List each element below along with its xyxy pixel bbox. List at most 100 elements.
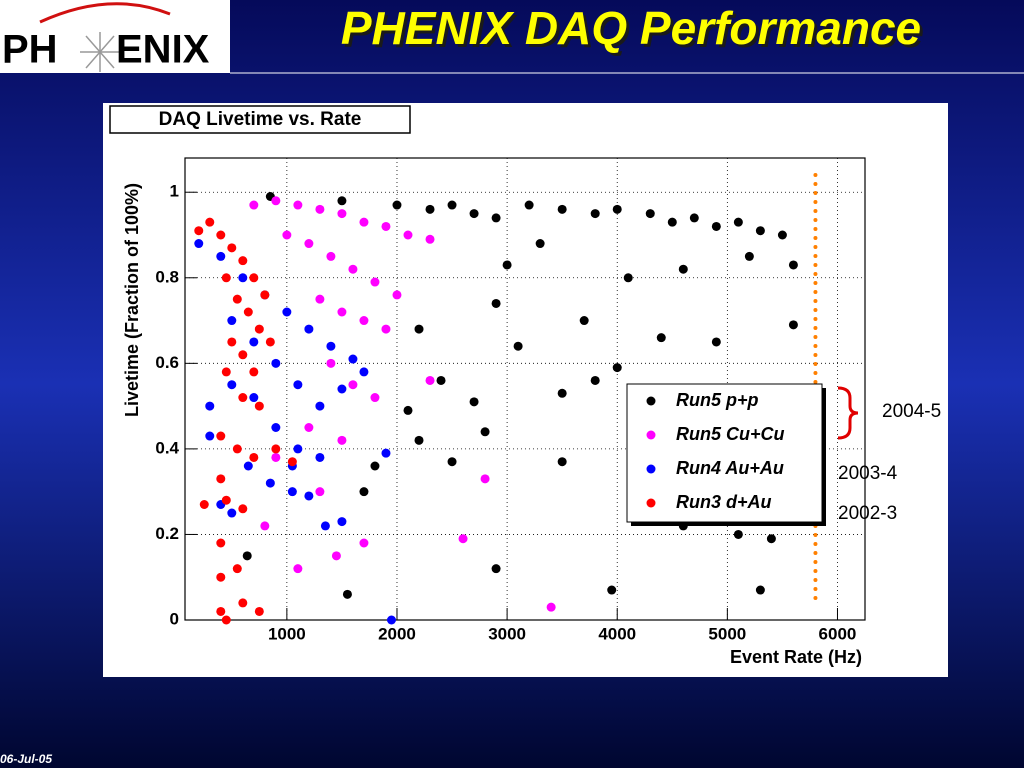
point [689, 213, 699, 223]
x-tick-label: 1000 [268, 624, 306, 643]
point [502, 260, 512, 270]
point [254, 606, 264, 616]
legend-marker [646, 430, 656, 440]
point [326, 251, 336, 261]
point [348, 354, 358, 364]
logo-left: PH [2, 28, 58, 72]
annotation: 2004-5 [882, 401, 941, 422]
point [271, 358, 281, 368]
y-axis-label: Livetime (Fraction of 100%) [122, 183, 142, 417]
point [491, 213, 501, 223]
chart-title-box [109, 105, 411, 134]
y-tick-label: 0.6 [155, 353, 179, 372]
point [216, 230, 226, 240]
point [370, 461, 380, 471]
point [425, 204, 435, 214]
point [249, 393, 259, 403]
point [249, 337, 259, 347]
point [755, 226, 765, 236]
point [337, 196, 347, 206]
point [788, 320, 798, 330]
point [320, 521, 330, 531]
point [623, 273, 633, 283]
point [557, 204, 567, 214]
point [238, 273, 248, 283]
x-tick-label: 3000 [488, 624, 526, 643]
point [678, 264, 688, 274]
point [359, 316, 369, 326]
point [265, 478, 275, 488]
point [386, 615, 396, 625]
point [546, 602, 556, 612]
point [414, 435, 424, 445]
point [238, 598, 248, 608]
point [205, 401, 215, 411]
y-tick-label: 0.4 [155, 438, 179, 457]
point [194, 239, 204, 249]
point [232, 564, 242, 574]
point [590, 209, 600, 219]
logo-box [0, 0, 230, 73]
point [265, 337, 275, 347]
annotation: 2003-4 [838, 463, 898, 484]
point [342, 589, 352, 599]
legend-label: Run5 Cu+Cu [676, 424, 785, 444]
point [304, 324, 314, 334]
point [359, 538, 369, 548]
legend-label: Run3 d+Au [676, 492, 772, 512]
point [337, 517, 347, 527]
point [524, 200, 534, 210]
plot-frame [184, 157, 866, 621]
legend-marker [646, 498, 656, 508]
point [293, 564, 303, 574]
y-tick-label: 0 [170, 609, 179, 628]
point [766, 534, 776, 544]
point [744, 251, 754, 261]
point [392, 290, 402, 300]
point [359, 217, 369, 227]
point [381, 221, 391, 231]
point [221, 273, 231, 283]
plot: 1000 2000 3000 4000 5000 6000 0 0.2 0.4 0.6 0.8 1 [155, 157, 866, 643]
point [216, 606, 226, 616]
point [249, 273, 259, 283]
point [315, 487, 325, 497]
point [293, 380, 303, 390]
point [304, 423, 314, 432]
point [711, 221, 721, 231]
logo-star [80, 32, 120, 72]
point [304, 491, 314, 501]
point [535, 239, 545, 249]
point [216, 431, 226, 441]
point [227, 508, 237, 518]
point [359, 367, 369, 377]
y-tick-label: 0.2 [155, 524, 179, 543]
logo-right: ENIX [116, 28, 210, 72]
legend-marker [646, 396, 656, 406]
point [238, 350, 248, 360]
point [733, 217, 743, 227]
point [667, 217, 677, 227]
point [315, 204, 325, 214]
point [612, 363, 622, 373]
point [436, 375, 446, 385]
point [216, 474, 226, 484]
point [221, 495, 231, 505]
legend-label: Run5 p+p [676, 390, 759, 410]
point [447, 200, 457, 210]
point [216, 572, 226, 582]
point [425, 375, 435, 385]
point [469, 397, 479, 407]
point [607, 585, 617, 595]
y-tick-label: 0.8 [155, 267, 179, 286]
point [425, 234, 435, 244]
point [458, 534, 468, 544]
point [271, 196, 281, 206]
point [777, 230, 787, 240]
point [227, 337, 237, 347]
point [199, 500, 209, 509]
point [612, 204, 622, 214]
point [513, 341, 523, 351]
point [381, 324, 391, 334]
